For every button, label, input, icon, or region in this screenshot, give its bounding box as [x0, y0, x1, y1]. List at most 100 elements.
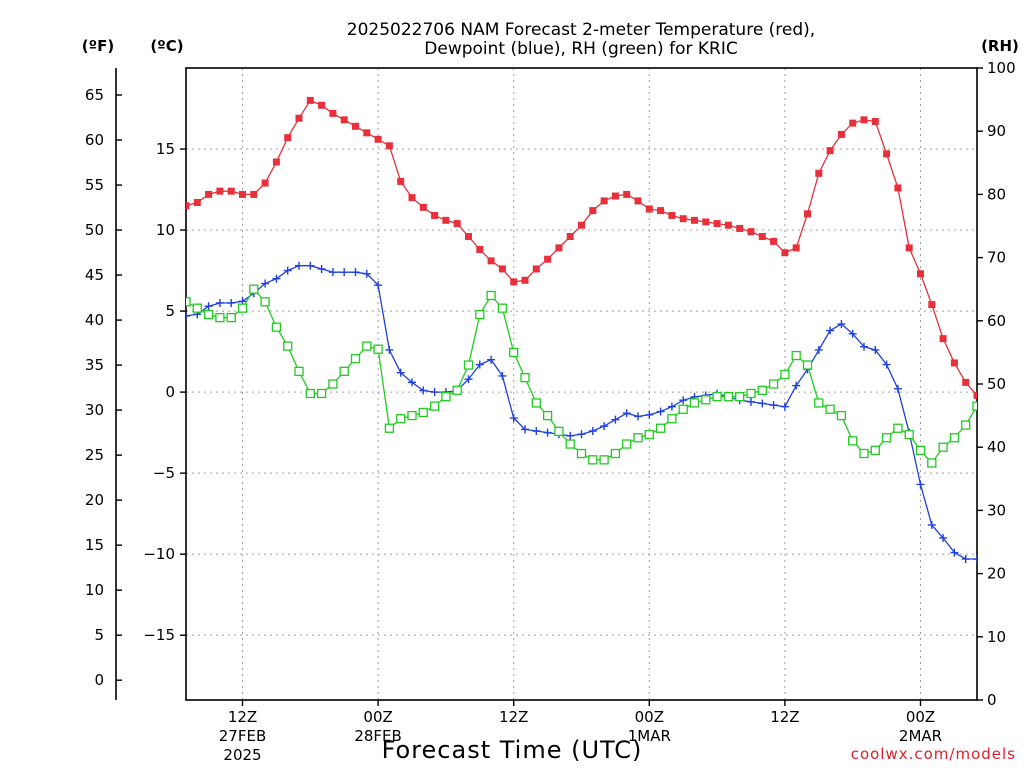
rh-point: [723, 391, 734, 402]
dewpoint-point: [295, 261, 303, 270]
rh-tick-label: 0: [987, 691, 997, 709]
rh-point: [192, 303, 202, 313]
dewpoint-point: [611, 415, 620, 424]
dewpoint-point: [622, 409, 631, 418]
x-tick-label: 1MAR: [628, 727, 671, 745]
temperature-point: [826, 147, 834, 155]
temperature-point: [792, 244, 800, 252]
rh-point: [848, 436, 858, 446]
celsius-tick-label: 15: [156, 140, 175, 158]
rh-point: [339, 366, 349, 377]
rh-point: [735, 391, 745, 402]
dewpoint-point: [826, 326, 835, 335]
rh-point: [881, 433, 892, 443]
dewpoint-point: [916, 480, 925, 489]
temperature-point: [284, 134, 292, 142]
fahrenheit-tick-label: 40: [85, 311, 104, 329]
dewpoint-point: [204, 302, 213, 311]
temperature-point: [973, 391, 977, 399]
rh-point: [588, 455, 598, 465]
dewpoint-point: [396, 368, 405, 377]
temperature-point: [385, 142, 393, 150]
rh-point: [814, 398, 824, 408]
temperature-point: [781, 249, 789, 257]
temperature-point: [442, 216, 450, 224]
temperature-point: [691, 216, 698, 224]
rh-point: [938, 442, 948, 452]
temperature-point: [634, 197, 642, 205]
dewpoint-point: [769, 401, 778, 410]
x-tick-label: 27FEB: [219, 727, 266, 745]
rh-point: [520, 373, 530, 383]
dewpoint-point: [950, 548, 959, 557]
x-tick-label: 00Z: [363, 708, 392, 726]
dewpoint-point: [882, 360, 891, 369]
rh-point: [915, 445, 926, 456]
temperature-point: [917, 270, 924, 278]
rh-point: [972, 401, 977, 411]
x-tick-label: 12Z: [228, 708, 257, 726]
rh-point: [961, 420, 971, 430]
temperature-point: [487, 257, 495, 265]
x-axis-title: Forecast Time (UTC): [382, 736, 643, 764]
temperature-point: [950, 359, 958, 367]
temperature-point: [883, 150, 891, 158]
rh-point: [791, 350, 801, 361]
temperature-point: [555, 244, 563, 252]
temperature-point: [205, 190, 213, 198]
rh-point: [384, 423, 395, 433]
temperature-point: [532, 265, 540, 273]
dewpoint-point: [1007, 596, 1015, 604]
temperature-point: [272, 158, 280, 166]
rh-tick-label: 40: [987, 438, 1006, 456]
temperature-point: [227, 187, 235, 195]
rh-point: [576, 448, 587, 459]
dewpoint-point: [893, 384, 902, 393]
rh-point: [542, 410, 553, 421]
dewpoint-point: [430, 388, 439, 397]
dewpoint-point: [1018, 605, 1024, 613]
rh-point: [294, 366, 304, 377]
rh-point: [249, 284, 259, 294]
dewpoint-point: [498, 371, 507, 380]
temperature-point: [544, 255, 552, 263]
dewpoint-point: [577, 430, 586, 439]
temperature-point: [566, 233, 574, 241]
dewpoint-point: [837, 320, 846, 329]
dewpoint-point: [860, 342, 868, 351]
rh-point: [712, 391, 722, 402]
axes: −15−10−505101505101520253035404550556065…: [85, 59, 1016, 764]
dewpoint-point: [351, 268, 360, 277]
x-tick-label: 00Z: [906, 708, 935, 726]
x-tick-label: 12Z: [499, 708, 528, 726]
fahrenheit-tick-label: 65: [85, 86, 104, 104]
rh-point: [362, 341, 372, 351]
temperature-point: [186, 202, 190, 210]
rh-tick-label: 10: [987, 628, 1006, 646]
rh-point: [893, 423, 903, 433]
temperature-point: [770, 237, 778, 245]
rh-point: [655, 423, 666, 433]
temperature-point: [860, 116, 868, 124]
fahrenheit-tick-label: 10: [85, 581, 104, 599]
temperature-point: [702, 218, 710, 226]
rh-point: [328, 379, 338, 389]
rh-point: [927, 458, 937, 468]
temperature-point: [329, 109, 337, 117]
temperature-point: [239, 190, 246, 198]
temperature-point: [250, 190, 258, 198]
dewpoint-point: [645, 410, 654, 419]
temperature-point: [374, 135, 382, 143]
rh-point: [171, 292, 179, 300]
temperature-point: [894, 184, 902, 192]
chart-title-line-1: 2025022706 NAM Forecast 2-meter Temperat…: [347, 20, 815, 40]
rh-point: [373, 344, 383, 354]
rh-point: [441, 391, 451, 402]
rh-point: [644, 429, 654, 440]
rh-point: [870, 445, 880, 456]
celsius-tick-label: −15: [143, 626, 175, 644]
temperature-point: [261, 179, 269, 187]
rh-point: [475, 309, 485, 320]
temperature-point: [928, 301, 936, 309]
temperature-point: [996, 411, 1003, 418]
